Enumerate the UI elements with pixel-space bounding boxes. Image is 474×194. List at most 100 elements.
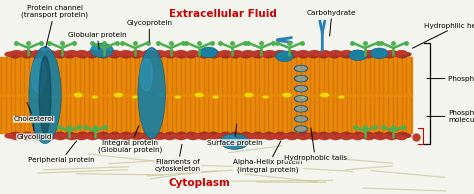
Ellipse shape <box>187 50 199 55</box>
Ellipse shape <box>164 135 175 140</box>
Ellipse shape <box>358 133 368 138</box>
Ellipse shape <box>244 93 254 98</box>
Ellipse shape <box>165 132 175 137</box>
Ellipse shape <box>87 132 97 137</box>
Text: Cholesterol: Cholesterol <box>13 102 54 122</box>
Ellipse shape <box>49 133 60 139</box>
Ellipse shape <box>336 133 346 138</box>
Ellipse shape <box>140 59 152 91</box>
Ellipse shape <box>104 52 115 57</box>
Ellipse shape <box>274 50 286 55</box>
Ellipse shape <box>319 54 328 58</box>
Ellipse shape <box>336 52 346 57</box>
Ellipse shape <box>82 52 93 57</box>
Ellipse shape <box>131 135 143 140</box>
Ellipse shape <box>78 54 88 58</box>
Ellipse shape <box>329 54 339 58</box>
Ellipse shape <box>302 133 314 139</box>
Ellipse shape <box>341 132 351 137</box>
Ellipse shape <box>115 133 127 139</box>
Ellipse shape <box>99 132 109 137</box>
Ellipse shape <box>264 135 275 140</box>
Text: Phospholipid bilayer: Phospholipid bilayer <box>427 76 474 81</box>
Ellipse shape <box>175 50 187 55</box>
Ellipse shape <box>374 135 386 140</box>
Ellipse shape <box>247 52 258 57</box>
Ellipse shape <box>147 52 159 57</box>
Ellipse shape <box>288 54 297 58</box>
Ellipse shape <box>296 107 306 111</box>
Ellipse shape <box>194 93 204 98</box>
Ellipse shape <box>226 52 236 57</box>
Ellipse shape <box>363 132 373 137</box>
Ellipse shape <box>203 52 214 57</box>
Ellipse shape <box>225 52 236 57</box>
Ellipse shape <box>237 133 246 138</box>
Ellipse shape <box>175 135 187 140</box>
Ellipse shape <box>368 133 380 139</box>
Ellipse shape <box>73 93 83 98</box>
Ellipse shape <box>91 95 98 99</box>
Ellipse shape <box>353 132 363 137</box>
Ellipse shape <box>55 135 66 140</box>
Text: Carbohydrate: Carbohydrate <box>307 10 356 36</box>
Ellipse shape <box>44 50 55 55</box>
Ellipse shape <box>221 54 230 58</box>
Ellipse shape <box>368 52 380 57</box>
Ellipse shape <box>315 133 325 138</box>
Ellipse shape <box>204 52 214 57</box>
Ellipse shape <box>330 135 341 140</box>
Ellipse shape <box>49 52 60 57</box>
Ellipse shape <box>82 133 91 138</box>
Ellipse shape <box>37 52 47 57</box>
Text: Globular protein: Globular protein <box>68 32 127 50</box>
Ellipse shape <box>374 132 383 137</box>
Ellipse shape <box>37 52 49 57</box>
Ellipse shape <box>137 52 148 57</box>
Ellipse shape <box>10 54 20 58</box>
Ellipse shape <box>288 132 297 137</box>
Ellipse shape <box>61 52 71 57</box>
Ellipse shape <box>292 52 303 57</box>
Ellipse shape <box>264 132 274 137</box>
Ellipse shape <box>17 133 27 138</box>
Ellipse shape <box>275 54 285 58</box>
Ellipse shape <box>386 135 397 140</box>
Ellipse shape <box>181 133 191 138</box>
Ellipse shape <box>397 132 407 137</box>
Text: Peripherial protein: Peripherial protein <box>28 141 95 163</box>
Ellipse shape <box>296 76 306 81</box>
Ellipse shape <box>99 50 110 55</box>
Ellipse shape <box>193 52 204 57</box>
Ellipse shape <box>131 132 141 137</box>
Ellipse shape <box>87 54 97 58</box>
Ellipse shape <box>231 50 242 55</box>
Text: Protein channel
(transport protein): Protein channel (transport protein) <box>21 5 88 48</box>
Ellipse shape <box>110 132 120 137</box>
Ellipse shape <box>21 50 33 55</box>
Ellipse shape <box>126 133 137 139</box>
Ellipse shape <box>55 50 66 55</box>
Ellipse shape <box>115 52 127 57</box>
Ellipse shape <box>357 133 369 139</box>
Ellipse shape <box>82 133 93 139</box>
Ellipse shape <box>99 135 110 140</box>
Ellipse shape <box>194 52 204 57</box>
Ellipse shape <box>156 93 166 98</box>
Ellipse shape <box>338 95 345 99</box>
Ellipse shape <box>341 50 352 55</box>
Ellipse shape <box>275 51 293 62</box>
Ellipse shape <box>249 133 259 138</box>
Ellipse shape <box>59 133 71 139</box>
Ellipse shape <box>214 52 224 57</box>
Ellipse shape <box>369 133 379 138</box>
Ellipse shape <box>236 133 247 139</box>
Ellipse shape <box>242 50 254 55</box>
Ellipse shape <box>186 54 196 58</box>
Ellipse shape <box>39 56 51 134</box>
Ellipse shape <box>64 54 74 58</box>
Ellipse shape <box>222 136 235 141</box>
Ellipse shape <box>379 133 391 139</box>
Ellipse shape <box>92 45 102 50</box>
Ellipse shape <box>198 135 210 140</box>
